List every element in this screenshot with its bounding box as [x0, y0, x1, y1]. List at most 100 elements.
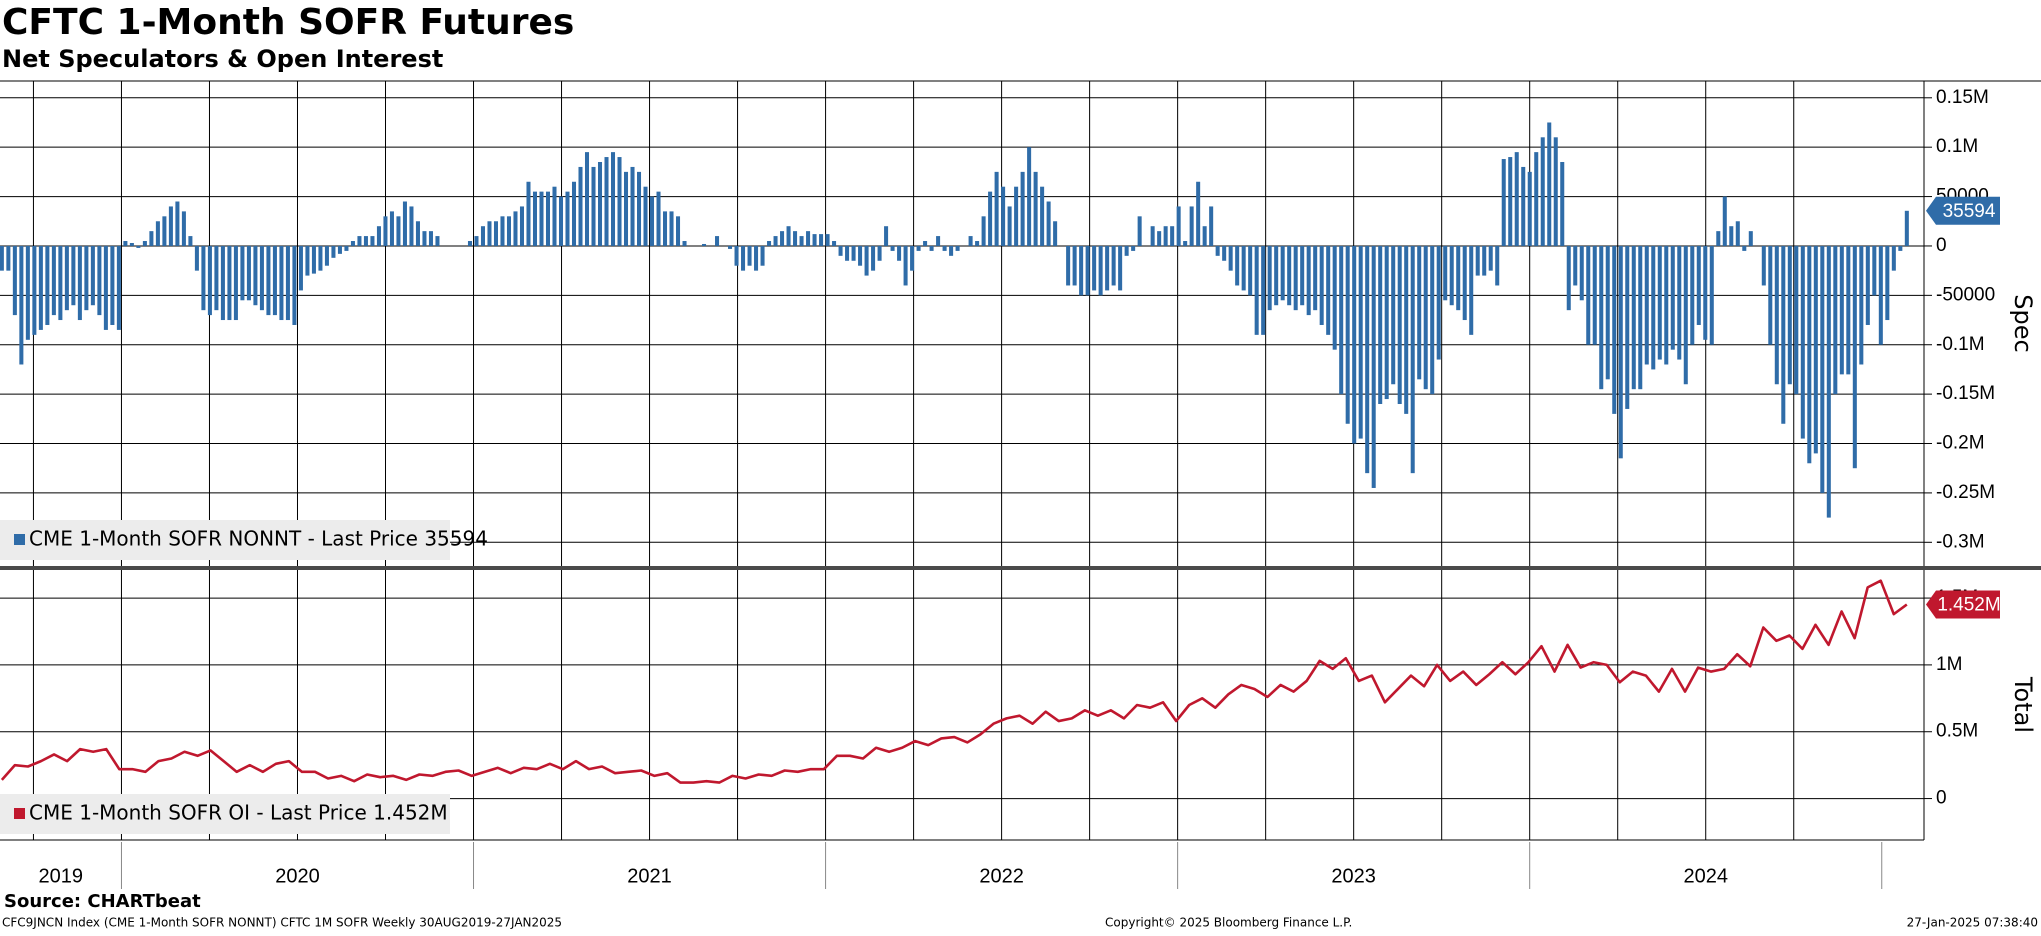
bar — [84, 246, 88, 310]
bar — [1450, 246, 1454, 305]
last-value-label: 35594 — [1943, 201, 1996, 222]
bar — [1248, 246, 1252, 295]
bar — [878, 246, 882, 261]
bar — [318, 246, 322, 271]
bar — [1866, 246, 1870, 325]
bar — [422, 231, 426, 246]
bar — [351, 241, 355, 246]
bar — [260, 246, 264, 310]
bar — [1105, 246, 1109, 290]
bar — [1658, 246, 1662, 360]
bar — [266, 246, 270, 315]
bar — [787, 226, 791, 246]
bar — [1859, 246, 1863, 365]
bar — [800, 236, 804, 246]
bar — [1729, 226, 1733, 246]
bar — [865, 246, 869, 276]
bar — [578, 167, 582, 246]
bar — [1066, 246, 1070, 286]
bar — [1476, 246, 1480, 276]
bar — [1001, 187, 1005, 246]
bar — [858, 246, 862, 266]
bar — [624, 172, 628, 246]
bar — [71, 246, 75, 305]
y-tick-label: -50000 — [1936, 284, 1995, 305]
bar — [58, 246, 62, 320]
bar — [897, 246, 901, 261]
bar — [1372, 246, 1376, 488]
bar — [364, 236, 368, 246]
bar — [748, 246, 752, 266]
bar — [481, 226, 485, 246]
bar — [1554, 137, 1558, 246]
bar — [1417, 246, 1421, 379]
bar — [1814, 246, 1818, 453]
bar — [630, 167, 634, 246]
bar — [1502, 159, 1506, 246]
bar — [969, 236, 973, 246]
bar — [754, 246, 758, 271]
bar — [227, 246, 231, 320]
bar — [735, 246, 739, 266]
bar — [1079, 246, 1083, 295]
bar — [162, 216, 166, 246]
bar — [1021, 172, 1025, 246]
bar — [1599, 246, 1603, 389]
bar — [1300, 246, 1304, 305]
y-tick-label: -0.1M — [1936, 334, 1985, 355]
bar — [1892, 246, 1896, 271]
bar — [1216, 246, 1220, 256]
bar — [1469, 246, 1473, 335]
bar — [1320, 246, 1324, 325]
bar — [507, 216, 511, 246]
bar — [1710, 246, 1714, 345]
x-tick-label: 2024 — [1683, 865, 1728, 887]
bar — [644, 187, 648, 246]
bar — [494, 221, 498, 246]
bar — [1651, 246, 1655, 369]
bar — [546, 192, 550, 246]
bar — [637, 172, 641, 246]
bar — [1840, 246, 1844, 374]
bar — [1229, 246, 1233, 271]
bar — [598, 162, 602, 246]
bar — [1378, 246, 1382, 404]
bar — [1404, 246, 1408, 414]
bar — [312, 246, 316, 274]
bar — [182, 211, 186, 246]
bar — [1287, 246, 1291, 305]
bar — [1391, 246, 1395, 384]
bar — [1040, 187, 1044, 246]
legend-swatch — [14, 534, 25, 545]
bar — [1333, 246, 1337, 350]
bar — [1047, 202, 1051, 246]
bar — [539, 192, 543, 246]
bar — [1742, 246, 1746, 251]
bar — [1788, 246, 1792, 384]
bar — [1736, 221, 1740, 246]
bar — [416, 221, 420, 246]
x-tick-label: 2021 — [627, 865, 672, 887]
bar — [370, 236, 374, 246]
y-axis-title: Spec — [2009, 294, 2037, 352]
bar — [1164, 226, 1168, 246]
bar — [188, 236, 192, 246]
bar — [1593, 246, 1597, 345]
bar — [852, 246, 856, 261]
bar — [1762, 246, 1766, 286]
bar — [130, 243, 134, 246]
bar — [1014, 187, 1018, 246]
bar — [676, 216, 680, 246]
last-value-label: 1.452M — [1937, 595, 2000, 616]
bar — [683, 241, 687, 246]
bar — [839, 246, 843, 256]
bar — [936, 236, 940, 246]
bar — [1125, 246, 1129, 256]
bar — [1255, 246, 1259, 335]
y-tick-label: 0.15M — [1936, 87, 1989, 108]
bar — [1027, 147, 1031, 246]
bar — [396, 216, 400, 246]
bar — [45, 246, 49, 325]
bar — [78, 246, 82, 320]
bar — [344, 246, 348, 251]
